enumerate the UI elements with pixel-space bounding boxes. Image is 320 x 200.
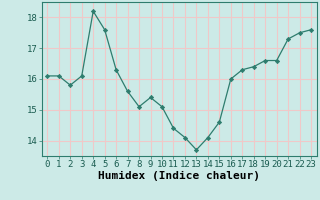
X-axis label: Humidex (Indice chaleur): Humidex (Indice chaleur) <box>98 171 260 181</box>
